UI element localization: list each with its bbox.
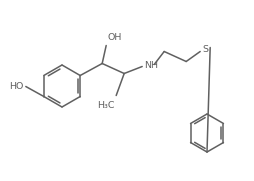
Text: HO: HO: [9, 82, 24, 91]
Text: OH: OH: [107, 33, 121, 41]
Text: H₃C: H₃C: [96, 100, 114, 110]
Text: NH: NH: [144, 61, 157, 70]
Text: S: S: [201, 45, 207, 54]
